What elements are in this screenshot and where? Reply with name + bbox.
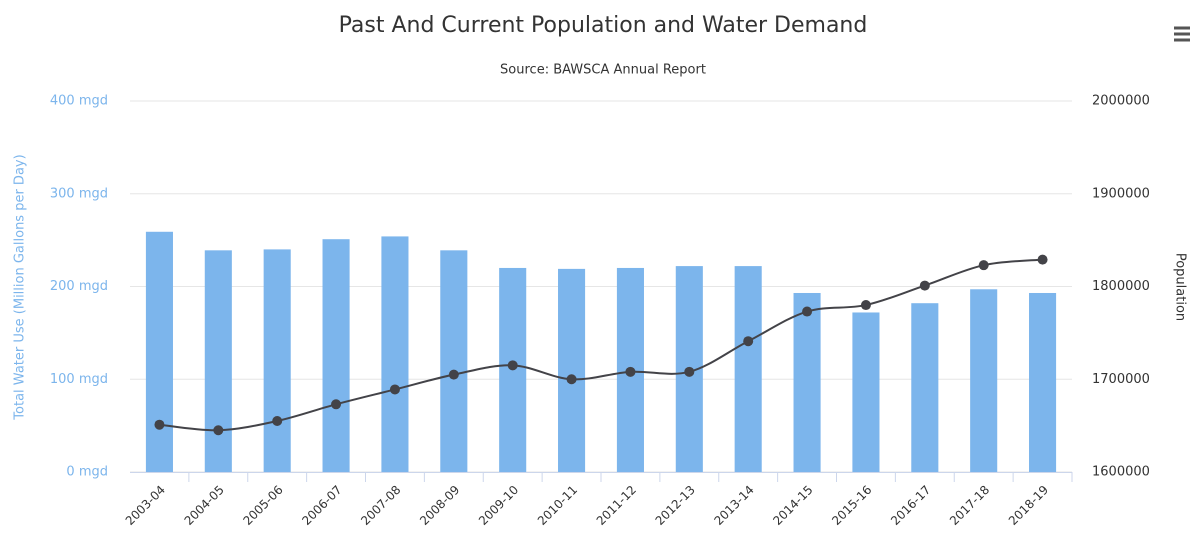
y-tick-label: 0 mgd <box>66 465 108 480</box>
bar <box>734 266 762 472</box>
point <box>507 360 518 371</box>
point <box>860 300 871 311</box>
bar <box>263 249 291 472</box>
x-tick-label: 2008-09 <box>417 483 462 528</box>
x-tick-label: 2005-06 <box>240 483 285 528</box>
bar <box>558 268 586 472</box>
line <box>159 258 1043 432</box>
x-tick-label: 2010-11 <box>535 483 580 528</box>
x-tick-label: 2015-16 <box>829 483 874 528</box>
x-tick-label: 2016-17 <box>888 483 933 528</box>
point <box>684 366 695 377</box>
x-tick-label: 2004-05 <box>182 483 227 528</box>
point <box>272 415 283 426</box>
point <box>331 399 342 410</box>
point <box>154 419 165 430</box>
bar <box>381 236 409 472</box>
bar <box>145 231 173 472</box>
bar <box>322 239 350 472</box>
point <box>448 369 459 380</box>
point <box>213 425 224 436</box>
bar <box>911 303 939 472</box>
x-tick-label: 2018-19 <box>1006 483 1051 528</box>
y2-tick-label: 1800000 <box>1092 279 1150 294</box>
y2-tick-label: 1700000 <box>1092 372 1150 387</box>
y-tick-label: 400 mgd <box>50 94 108 109</box>
point <box>919 280 930 291</box>
menu-button[interactable] <box>1174 26 1190 42</box>
bar <box>852 312 880 472</box>
point <box>1037 254 1048 265</box>
point <box>802 306 813 317</box>
point <box>625 366 636 377</box>
x-tick-label: 2012-13 <box>653 483 698 528</box>
point <box>978 260 989 271</box>
point <box>743 336 754 347</box>
x-tick-label: 2006-07 <box>299 483 344 528</box>
bar <box>793 292 821 472</box>
chart-subtitle: Source: BAWSCA Annual Report <box>500 63 706 78</box>
y-tick-label: 100 mgd <box>50 372 108 387</box>
y-tick-label: 200 mgd <box>50 279 108 294</box>
x-tick-label: 2007-08 <box>358 483 403 528</box>
point <box>389 384 400 395</box>
x-tick-label: 2011-12 <box>594 483 639 528</box>
y-tick-label: 300 mgd <box>50 186 108 201</box>
y2-tick-label: 2000000 <box>1092 94 1150 109</box>
point <box>566 374 577 385</box>
y2-tick-label: 1900000 <box>1092 186 1150 201</box>
y2-axis-title: Population <box>1173 253 1188 321</box>
bar <box>970 289 998 472</box>
x-tick-label: 2009-10 <box>476 483 521 528</box>
chart-title: Past And Current Population and Water De… <box>339 13 868 38</box>
x-tick-label: 2003-04 <box>123 483 168 528</box>
y-axis-title: Total Water Use (Million Gallons per Day… <box>13 154 28 420</box>
bar <box>440 250 468 472</box>
x-tick-label: 2014-15 <box>770 483 815 528</box>
y2-tick-label: 1600000 <box>1092 465 1150 480</box>
bar <box>204 250 232 472</box>
bar <box>1029 292 1057 472</box>
x-tick-label: 2017-18 <box>947 483 992 528</box>
x-tick-label: 2013-14 <box>711 483 756 528</box>
